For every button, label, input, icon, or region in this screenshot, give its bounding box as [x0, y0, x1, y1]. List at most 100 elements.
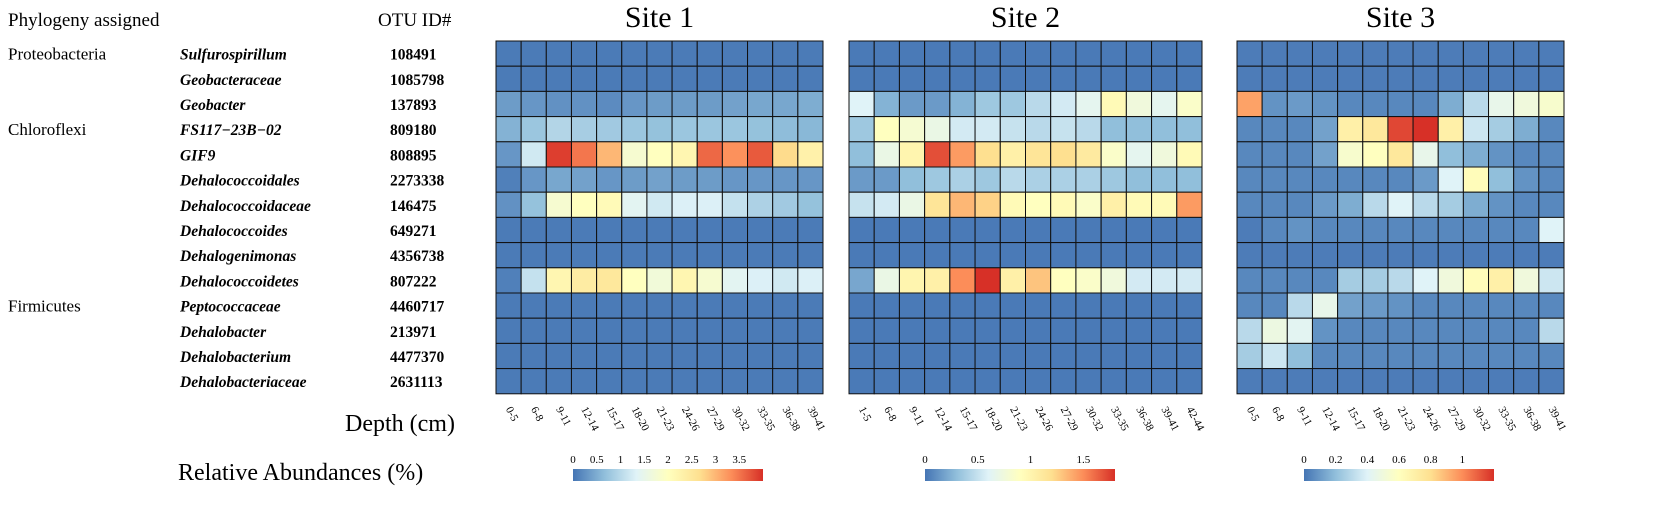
heatmap-cell [646, 40, 673, 67]
depth-axis-label: Depth (cm) [345, 411, 455, 437]
heatmap-cell [596, 166, 623, 193]
legend-tick-label: 0.2 [1329, 454, 1343, 466]
heatmap-cell [545, 166, 572, 193]
heatmap-cell [621, 317, 648, 344]
heatmap-cell [696, 216, 723, 244]
heatmap-cell [949, 317, 976, 344]
heatmap-cell [1538, 65, 1565, 92]
heatmap-cell [570, 166, 598, 193]
heatmap-cell [1050, 65, 1077, 92]
heatmap-cell [721, 342, 749, 370]
heatmap-cell [873, 141, 900, 168]
heatmap-cell [1437, 166, 1464, 193]
heatmap-cell [924, 90, 951, 118]
heatmap-cell [924, 191, 951, 218]
heatmap-cell [974, 116, 1001, 143]
heatmap-cell [898, 40, 926, 67]
heatmap-cell [1362, 141, 1389, 168]
heatmap-cell [495, 292, 522, 319]
heatmap-cell [1151, 191, 1178, 218]
heatmap-cell [1387, 216, 1414, 244]
heatmap-cell [1437, 292, 1464, 319]
heatmap-cell [495, 216, 522, 244]
heatmap-cell [747, 267, 774, 294]
heatmap-cell [772, 166, 799, 193]
heatmap-cell [1100, 116, 1127, 143]
heatmap-cell [1412, 342, 1439, 370]
heatmap-cell [1261, 191, 1288, 218]
heatmap-cell [570, 368, 598, 395]
heatmap-cell [848, 116, 875, 143]
depth-tick-label: 12-14 [932, 405, 955, 434]
depth-tick-label: 15-17 [1345, 405, 1368, 434]
heatmap-cell [1311, 116, 1339, 143]
otu-id-value: 137893 [390, 97, 437, 114]
heatmap-cell [1125, 166, 1153, 193]
heatmap-cell [772, 242, 799, 269]
heatmap-cell [646, 317, 673, 344]
heatmap-cell [1286, 90, 1313, 118]
heatmap-cell [1538, 40, 1565, 67]
heatmap-cell [924, 242, 951, 269]
heatmap-cell [974, 292, 1001, 319]
heatmap-cell [1488, 267, 1515, 294]
heatmap-cell [848, 141, 875, 168]
heatmap-cell [1387, 90, 1414, 118]
otu-id-value: 213971 [390, 324, 437, 341]
depth-tick-label: 36-38 [780, 405, 803, 434]
heatmap-cell [621, 141, 648, 168]
heatmap-cell [747, 90, 774, 118]
heatmap-cell [596, 242, 623, 269]
heatmap-cell [621, 342, 648, 370]
heatmap-cell [1513, 317, 1540, 344]
heatmap-cell [999, 267, 1026, 294]
depth-tick-label: 33-35 [754, 405, 777, 434]
heatmap-cell [495, 317, 522, 344]
heatmap-cell [1538, 242, 1565, 269]
heatmap-cell [1311, 40, 1339, 67]
heatmap-cell [1311, 242, 1339, 269]
heatmap-cell [671, 292, 698, 319]
heatmap-cell [1412, 40, 1439, 67]
heatmap-cell [1025, 141, 1052, 168]
heatmap-cell [1387, 317, 1414, 344]
heatmap-cell [1286, 216, 1313, 244]
legend-tick-label: 1.5 [637, 454, 651, 466]
depth-tick-label: 30-32 [1470, 405, 1493, 433]
heatmap-cell [772, 65, 799, 92]
heatmap-cell [1488, 216, 1515, 244]
heatmap-cell [696, 267, 723, 294]
heatmap-cell [772, 216, 799, 244]
heatmap-cell [1236, 242, 1263, 269]
heatmap-cell [1176, 242, 1203, 269]
heatmap-cell [1100, 368, 1127, 395]
heatmap-cell [1050, 267, 1077, 294]
heatmap-cell [520, 40, 547, 67]
heatmap-cell [797, 368, 824, 395]
legend-tick-label: 1 [1028, 454, 1034, 466]
heatmap-cell [646, 65, 673, 92]
heatmap-cell [949, 90, 976, 118]
heatmap-cell [696, 342, 723, 370]
depth-tick-label: 27-29 [704, 405, 727, 434]
depth-tick-label: 6-8 [528, 405, 546, 424]
heatmap-cell [873, 317, 900, 344]
heatmap-cell [1311, 141, 1339, 168]
heatmap-cell [1286, 65, 1313, 92]
depth-tick-label: 1-5 [856, 405, 874, 424]
heatmap-cell [1538, 342, 1565, 370]
heatmap-cell [898, 342, 926, 370]
heatmap-cell [1513, 116, 1540, 143]
heatmap-cell [898, 216, 926, 244]
heatmap-cell [797, 191, 824, 218]
heatmap-cell [495, 368, 522, 395]
heatmap-cell [999, 116, 1026, 143]
heatmap-cell [1412, 191, 1439, 218]
heatmap-cell [1236, 267, 1263, 294]
depth-tick-label: 15-17 [957, 405, 980, 434]
taxon-label: Geobacter [180, 97, 246, 114]
heatmap-cell [1412, 267, 1439, 294]
heatmap-cell [1286, 267, 1313, 294]
heatmap-cell [1513, 141, 1540, 168]
heatmap-cell [873, 342, 900, 370]
